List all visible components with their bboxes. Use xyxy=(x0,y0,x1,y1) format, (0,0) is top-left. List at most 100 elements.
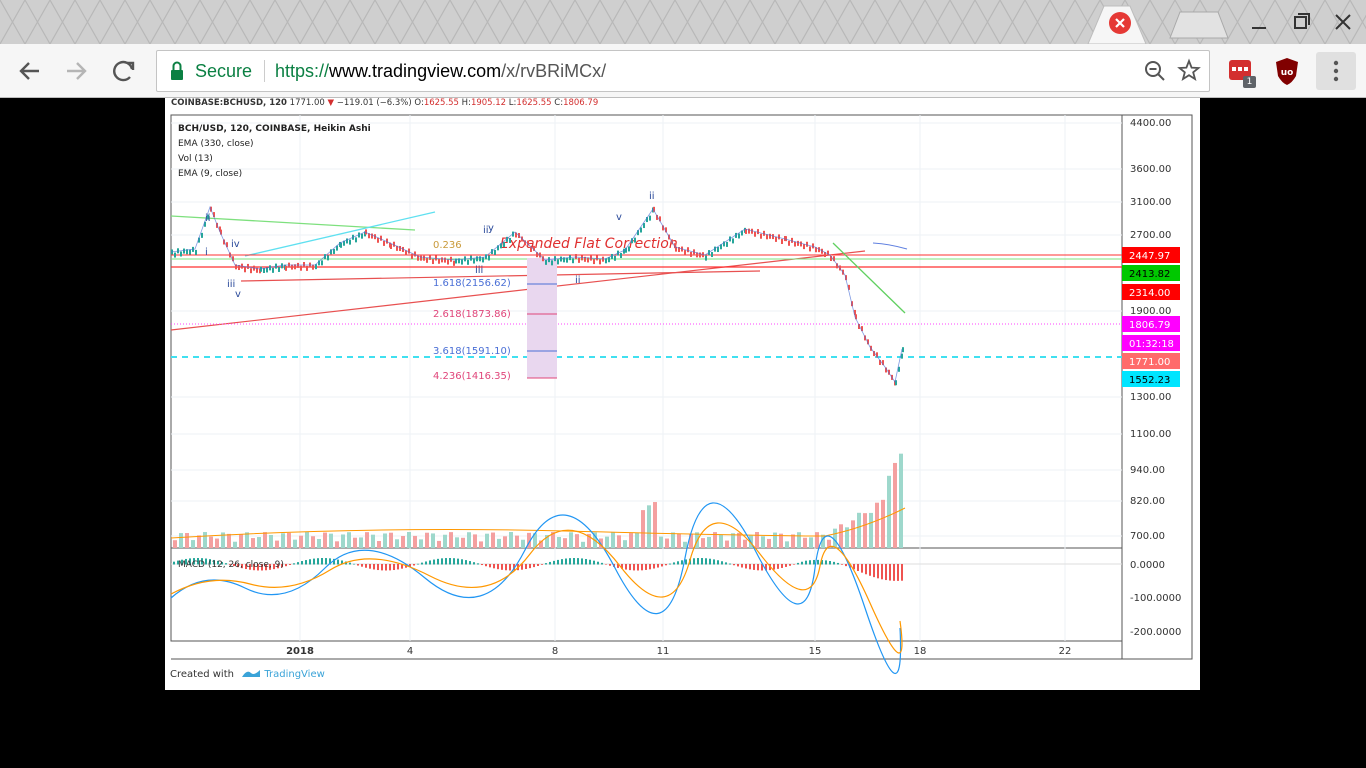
macd-histogram-bar xyxy=(317,558,319,565)
volume-bar xyxy=(833,528,837,548)
price-tag-bg xyxy=(1122,353,1180,369)
macd-histogram-bar xyxy=(669,563,671,565)
macd-histogram-bar xyxy=(469,561,471,565)
candle xyxy=(303,262,305,268)
macd-histogram-bar xyxy=(789,564,791,566)
close-window-button[interactable] xyxy=(1328,8,1358,38)
candle xyxy=(791,237,793,243)
macd-histogram-bar xyxy=(497,564,499,570)
candle xyxy=(263,267,265,273)
macd-histogram-bar xyxy=(281,564,283,568)
macd-histogram-bar xyxy=(273,564,275,570)
volume-bar xyxy=(887,475,891,548)
volume-bar xyxy=(605,536,609,548)
macd-histogram-bar xyxy=(329,558,331,565)
candle xyxy=(380,235,382,241)
svg-text:uo: uo xyxy=(1281,68,1294,78)
wave-label: v xyxy=(235,289,241,300)
macd-histogram-bar xyxy=(173,561,175,565)
volume-bar xyxy=(521,539,525,548)
candle xyxy=(735,232,737,238)
browser-toolbar: Secure https://www.tradingview.com/x/rvB… xyxy=(0,44,1366,98)
chart-footer: Created with TradingView xyxy=(170,668,325,680)
tab-close-icon[interactable] xyxy=(1109,12,1131,34)
price-tag-label: 2314.00 xyxy=(1129,288,1170,299)
macd-histogram-bar xyxy=(253,564,255,571)
macd-histogram-bar xyxy=(193,558,195,565)
volume-bar xyxy=(485,533,489,548)
macd-histogram-bar xyxy=(677,561,679,565)
volume-bar xyxy=(311,536,315,548)
volume-bar xyxy=(293,539,297,548)
volume-bar xyxy=(491,532,495,548)
candle xyxy=(250,268,252,274)
address-bar[interactable]: Secure https://www.tradingview.com/x/rvB… xyxy=(156,50,1210,92)
macd-histogram-bar xyxy=(373,564,375,570)
candle xyxy=(458,258,460,264)
macd-histogram-bar xyxy=(505,564,507,571)
candle xyxy=(330,249,332,255)
candle xyxy=(611,253,613,259)
new-tab-button[interactable] xyxy=(1170,12,1228,38)
forward-button[interactable] xyxy=(52,44,100,98)
address-divider xyxy=(264,60,265,82)
price-tick-label: 3100.00 xyxy=(1130,197,1171,208)
price-tick-label: 4400.00 xyxy=(1130,118,1171,129)
candle xyxy=(662,225,664,231)
wave-label: ii xyxy=(205,213,211,224)
candle xyxy=(232,256,234,262)
volume-bar xyxy=(797,532,801,548)
maximize-button[interactable] xyxy=(1286,8,1316,38)
macd-histogram-bar xyxy=(417,563,419,565)
macd-tick-label: 0.0000 xyxy=(1130,560,1165,571)
minimize-button[interactable] xyxy=(1244,8,1274,38)
candle xyxy=(882,360,884,366)
price-tick-label: 2700.00 xyxy=(1130,230,1171,241)
wave-label: iii xyxy=(227,279,235,290)
volume-bar xyxy=(821,534,825,548)
volume-bar xyxy=(611,532,615,548)
candle xyxy=(393,241,395,247)
candle xyxy=(545,259,547,265)
candle xyxy=(711,252,713,258)
chart-canvas[interactable]: 4400.00 3600.00 3100.00 2700.00 1900.00 1300.… xyxy=(165,98,1200,690)
candle xyxy=(467,259,469,265)
macd-histogram-bar xyxy=(845,564,847,567)
back-button[interactable] xyxy=(6,44,54,98)
extension-button-ublock[interactable]: uo xyxy=(1268,52,1306,90)
macd-histogram-bar xyxy=(349,562,351,565)
volume-bar xyxy=(617,535,621,548)
candle xyxy=(441,257,443,263)
extension-button-mail[interactable]: 1 xyxy=(1222,52,1260,90)
candle xyxy=(830,255,832,261)
macd-histogram-bar xyxy=(229,564,231,565)
candle xyxy=(226,242,228,248)
volume-bar xyxy=(581,541,585,548)
price-tag-bg xyxy=(1122,335,1180,351)
footer-created-label: Created with xyxy=(170,669,234,680)
macd-histogram-bar xyxy=(741,564,743,568)
browser-menu-button[interactable] xyxy=(1316,52,1356,90)
bookmark-button[interactable] xyxy=(1175,57,1203,85)
zoom-button[interactable] xyxy=(1141,57,1169,85)
candle xyxy=(836,263,838,269)
macd-histogram-bar xyxy=(249,564,251,570)
macd-histogram-bar xyxy=(277,564,279,569)
macd-histogram-bar xyxy=(245,564,247,570)
candle xyxy=(488,255,490,261)
candle xyxy=(754,231,756,237)
reload-button[interactable] xyxy=(100,44,148,98)
candle xyxy=(748,228,750,234)
macd-histogram-bar xyxy=(729,563,731,565)
candle xyxy=(760,233,762,239)
candle xyxy=(244,267,246,273)
candle xyxy=(690,251,692,257)
footer-brand-link[interactable]: TradingView xyxy=(264,669,325,680)
price-tick-label: 700.00 xyxy=(1130,531,1165,542)
volume-bar xyxy=(371,534,375,548)
macd-histogram-bar xyxy=(537,564,539,566)
fib-box xyxy=(527,258,557,378)
macd-histogram-bar xyxy=(753,564,755,570)
volume-bar xyxy=(785,541,789,548)
candle xyxy=(803,244,805,250)
